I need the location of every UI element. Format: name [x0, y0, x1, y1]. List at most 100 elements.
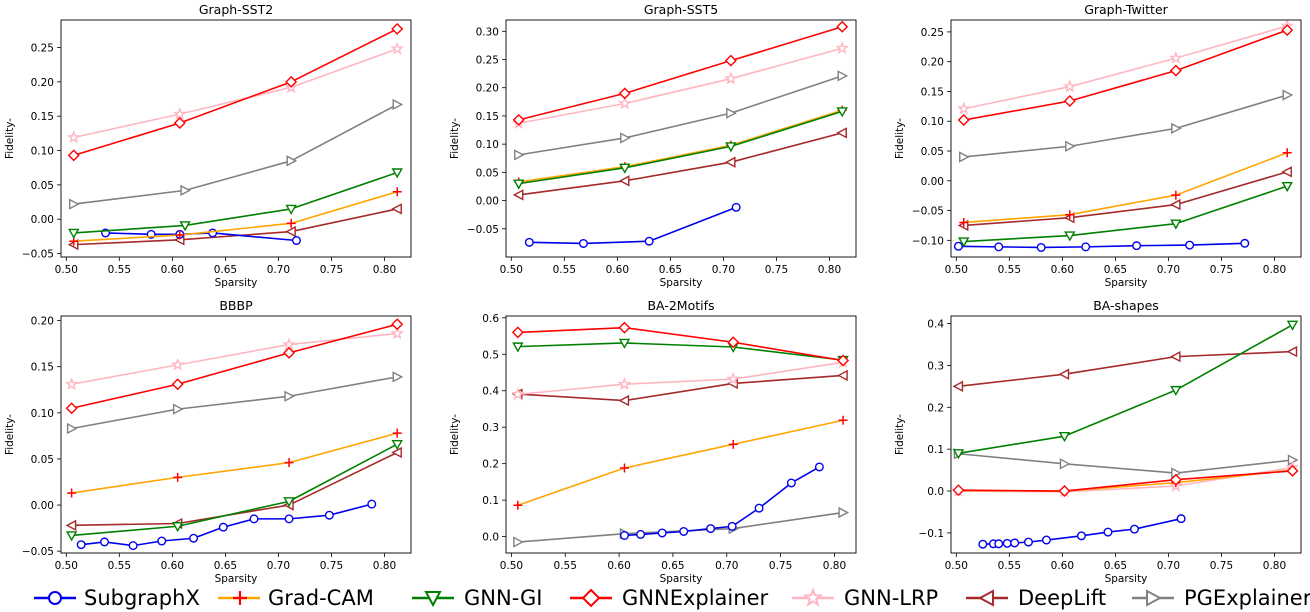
data-point-subgraphx [1176, 514, 1186, 524]
data-point-deeplift [512, 189, 524, 201]
data-point-pgexplainer [66, 422, 78, 435]
x-tick-label: 0.70 [267, 264, 290, 276]
y-tick-label: 0.5 [482, 349, 499, 361]
data-point-subgraphx [99, 537, 109, 547]
x-tick-label: 0.55 [998, 264, 1021, 276]
series-line-gnn-gi [963, 185, 1288, 243]
series-grad-cam [514, 105, 847, 187]
legend-label-gnn-gi: GNN-GI [464, 586, 543, 610]
x-tick-label: 0.55 [554, 560, 577, 572]
data-point-pgexplainer [392, 371, 404, 383]
y-tick-label: 0.15 [31, 111, 54, 123]
data-point-pgexplainer [726, 107, 737, 119]
x-tick-label: 0.60 [1051, 264, 1074, 276]
series-line-deeplift [963, 171, 1288, 227]
y-tick-label: −0.05 [467, 224, 499, 236]
data-point-gnnexplainer [1281, 24, 1294, 37]
legend-item-grad-cam: Grad-CAM [218, 586, 374, 610]
data-point-subgraphx [1041, 535, 1051, 545]
data-point-gnnexplainer [65, 402, 78, 415]
panel-title: Graph-SST2 [199, 2, 273, 17]
y-tick-label: 0.10 [921, 116, 944, 128]
plot-frame [60, 19, 412, 258]
x-tick-label: 0.60 [161, 264, 184, 276]
data-point-subgraphx [657, 528, 667, 538]
data-point-grad-cam [392, 187, 402, 197]
data-point-gnn-lrp [390, 326, 405, 340]
data-point-gnn-gi [725, 142, 737, 153]
series-deeplift [65, 446, 402, 531]
x-tick-label: 0.65 [1104, 560, 1127, 572]
data-point-deeplift [618, 175, 630, 187]
data-point-gnn-gi [283, 497, 295, 508]
series-line-gnn-lrp [517, 361, 844, 396]
series-line-gnn-gi [71, 443, 398, 537]
x-tick-label: 0.50 [55, 560, 78, 572]
x-tick-label: 0.80 [1263, 560, 1286, 572]
x-tick-label: 0.55 [553, 264, 576, 276]
x-tick-label: 0.60 [161, 560, 184, 572]
data-point-subgraphx [76, 540, 86, 550]
x-tick-label: 0.65 [214, 264, 237, 276]
legend-label-pgexplainer: PGExplainer [1184, 586, 1310, 610]
data-point-gnnexplainer [836, 20, 849, 33]
panel-graph-twitter: Graph-Twitter 0.50 0.55 0.60 0.65 0.70 0.75 0.8… [894, 2, 1302, 289]
data-point-subgraphx [128, 541, 138, 551]
data-point-pgexplainer [392, 98, 404, 111]
plot-frame [950, 315, 1302, 554]
series-line-pgexplainer [73, 103, 398, 205]
data-point-gnnexplainer [1169, 473, 1182, 486]
data-point-gnn-gi [1281, 181, 1293, 193]
data-point-gnn-lrp [617, 376, 632, 390]
data-point-pgexplainer [69, 198, 80, 210]
data-point-subgraphx [1010, 538, 1020, 548]
x-tick-label: 0.60 [607, 560, 630, 572]
panel-ba-shapes: BA-shapes 0.50 0.55 0.60 0.65 0.70 0.75 0.80 −0.… [894, 298, 1302, 585]
y-axis-label: Fidelity- [894, 118, 906, 159]
data-point-subgraphx [727, 521, 737, 531]
series-gnn-gi [958, 181, 1293, 248]
data-point-pgexplainer [837, 70, 849, 82]
data-point-grad-cam [173, 472, 183, 482]
data-point-gnnexplainer [724, 54, 737, 67]
x-tick-label: 0.50 [945, 264, 968, 276]
data-point-deeplift [65, 519, 77, 531]
series-pgexplainer [514, 70, 849, 161]
y-tick-label: 0.6 [482, 313, 499, 325]
data-point-gnnexplainer [391, 22, 404, 35]
data-point-gnnexplainer [1058, 485, 1071, 498]
data-point-grad-cam [1171, 190, 1181, 200]
data-point-deeplift [1058, 368, 1070, 380]
data-point-subgraphx [157, 536, 167, 546]
x-axis-label: Sparsity [215, 573, 258, 585]
y-tick-label: 0.00 [31, 214, 54, 226]
data-point-gnn-gi [512, 342, 524, 353]
series-deeplift [952, 345, 1298, 393]
data-point-subgraphx [208, 228, 218, 238]
legend-item-pgexplainer: PGExplainer [1132, 586, 1310, 610]
y-tick-label: 0.20 [921, 57, 944, 69]
series-gnn-lrp [66, 41, 405, 144]
series-line-grad-cam [517, 419, 844, 506]
x-tick-label: 0.65 [661, 560, 684, 572]
data-point-gnn-gi [68, 228, 80, 239]
panel-graph-sst5: Graph-SST5 0.50 0.55 0.60 0.65 0.70 0.75 0.80 −0… [449, 2, 857, 289]
data-point-deeplift [724, 156, 736, 168]
data-point-pgexplainer [1059, 458, 1071, 470]
x-tick-label: 0.60 [606, 264, 629, 276]
y-tick-label: 0.15 [921, 86, 944, 98]
data-point-subgraphx [994, 539, 1004, 549]
series-gnnexplainer [952, 464, 1299, 498]
data-point-gnn-gi [513, 179, 525, 190]
series-line-grad-cam [73, 190, 398, 242]
series-line-deeplift [517, 374, 844, 402]
data-point-deeplift [285, 225, 296, 238]
series-pgexplainer [953, 448, 1299, 479]
data-point-gnn-gi [391, 439, 403, 451]
data-point-gnnexplainer [952, 484, 965, 497]
series-grad-cam [959, 148, 1292, 227]
series-line-gnn-lrp [958, 466, 1293, 493]
x-tick-label: 0.80 [823, 560, 846, 572]
series-deeplift [511, 369, 848, 407]
